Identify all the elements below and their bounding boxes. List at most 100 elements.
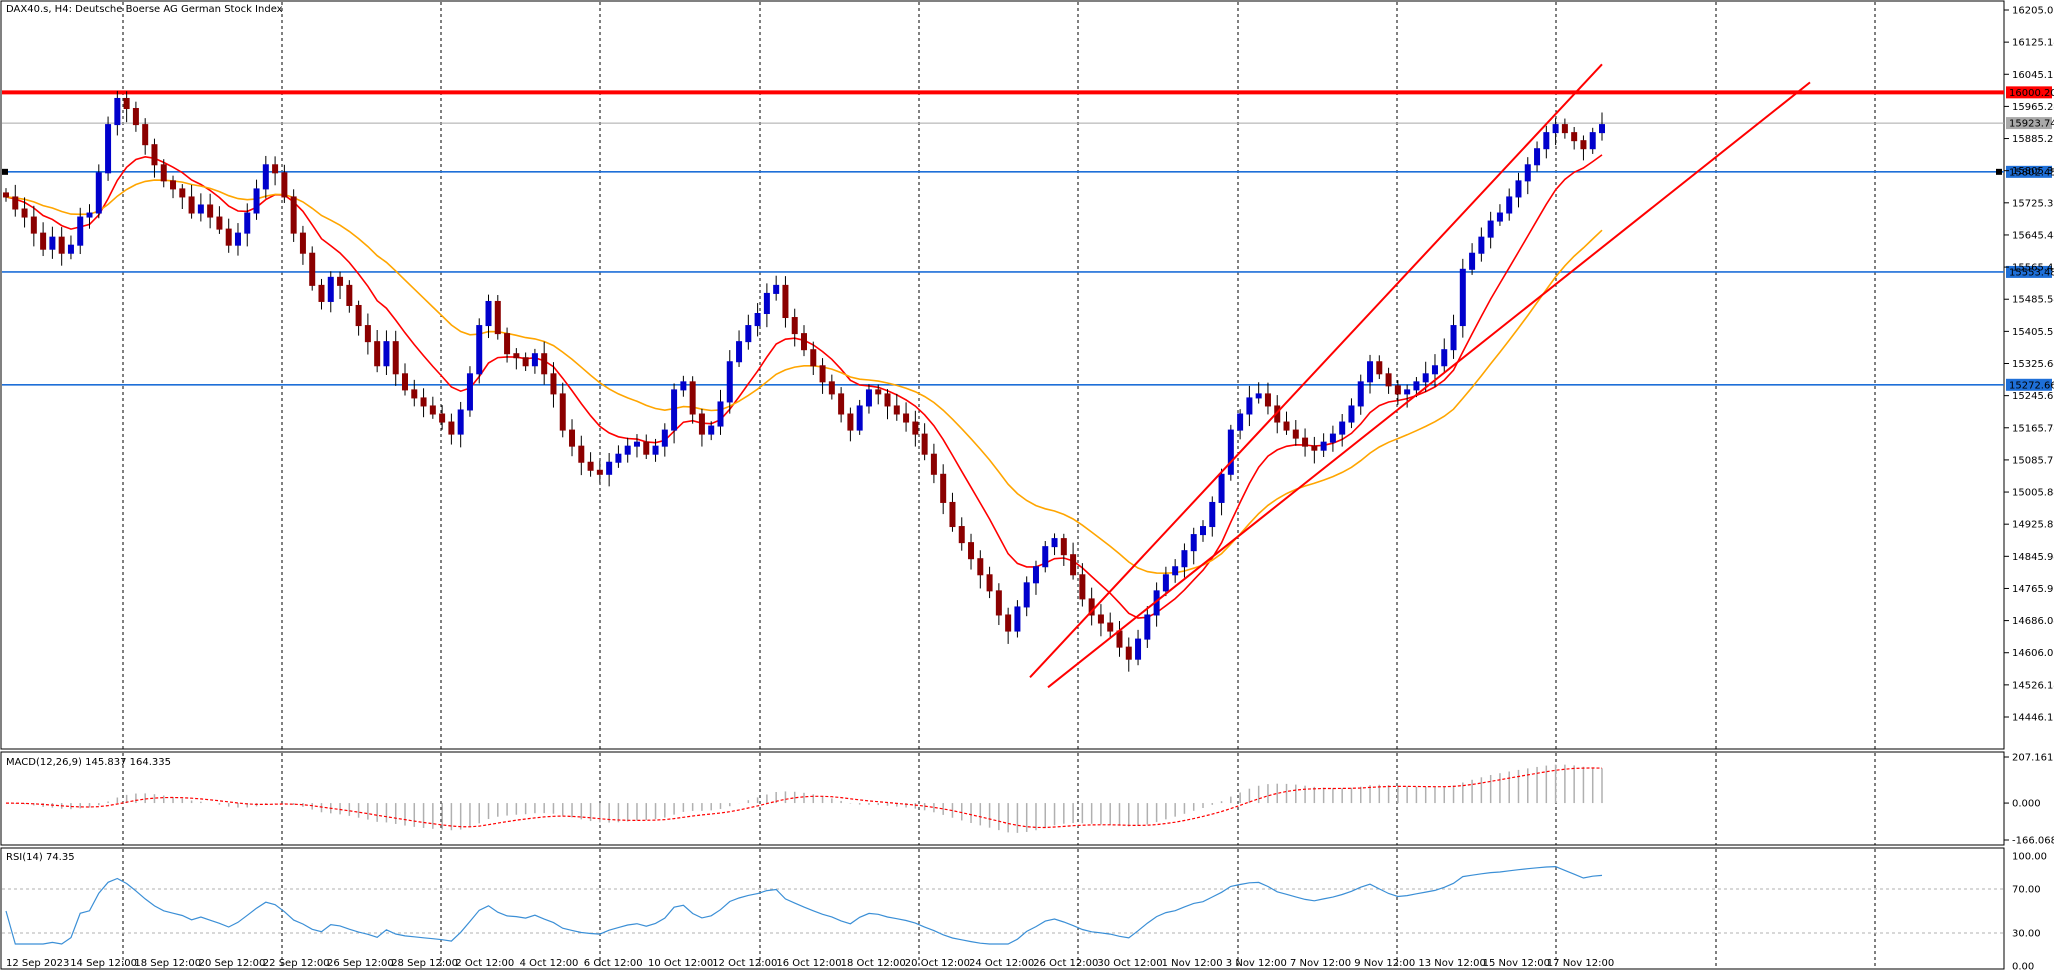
candle[interactable] <box>522 352 529 371</box>
candle[interactable] <box>179 184 186 210</box>
candle[interactable] <box>763 283 770 328</box>
candle[interactable] <box>726 350 733 414</box>
candle[interactable] <box>986 566 993 599</box>
candle[interactable] <box>921 423 928 461</box>
candle[interactable] <box>142 118 149 155</box>
candle[interactable] <box>596 460 603 484</box>
candle[interactable] <box>1135 629 1142 666</box>
candle[interactable] <box>253 179 260 220</box>
candle[interactable] <box>355 300 362 336</box>
candle[interactable] <box>1487 211 1494 249</box>
candle[interactable] <box>995 583 1002 626</box>
candle[interactable] <box>21 197 28 228</box>
candle[interactable] <box>337 271 344 300</box>
candle[interactable] <box>810 341 817 376</box>
candle[interactable] <box>968 533 975 570</box>
candle[interactable] <box>1348 398 1355 429</box>
candle[interactable] <box>49 226 56 259</box>
candle[interactable] <box>661 423 668 457</box>
candle[interactable] <box>1376 355 1383 380</box>
candle[interactable] <box>346 280 353 313</box>
candle[interactable] <box>262 155 269 199</box>
candle[interactable] <box>105 116 112 181</box>
candle[interactable] <box>708 421 715 441</box>
candle[interactable] <box>1311 436 1318 464</box>
candles[interactable] <box>3 90 1605 672</box>
candle[interactable] <box>801 325 807 357</box>
candle[interactable] <box>1014 600 1021 638</box>
candle[interactable] <box>411 379 418 407</box>
candle[interactable] <box>513 348 520 370</box>
candle[interactable] <box>1441 338 1448 373</box>
candle[interactable] <box>930 443 937 484</box>
candle[interactable] <box>1580 135 1587 161</box>
candle[interactable] <box>1552 118 1559 146</box>
candle[interactable] <box>1459 258 1466 338</box>
candle[interactable] <box>1320 433 1327 458</box>
candle[interactable] <box>12 184 19 217</box>
candle[interactable] <box>40 222 47 257</box>
candle[interactable] <box>1246 385 1253 427</box>
candle[interactable] <box>865 384 872 414</box>
candle[interactable] <box>1469 243 1476 275</box>
candle[interactable] <box>754 303 761 337</box>
candle[interactable] <box>1404 384 1411 408</box>
candle[interactable] <box>439 405 446 430</box>
candle[interactable] <box>1506 188 1513 221</box>
candle[interactable] <box>1218 468 1225 516</box>
candle[interactable] <box>633 434 640 458</box>
candle[interactable] <box>485 294 492 339</box>
candle[interactable] <box>643 434 650 460</box>
candle[interactable] <box>940 464 947 515</box>
candle[interactable] <box>977 550 984 589</box>
candle[interactable] <box>290 189 297 242</box>
candle[interactable] <box>569 419 576 457</box>
candle[interactable] <box>782 276 789 328</box>
candle[interactable] <box>1088 587 1095 626</box>
candle[interactable] <box>309 246 316 291</box>
candle[interactable] <box>1005 607 1012 644</box>
candle[interactable] <box>170 175 177 199</box>
candle[interactable] <box>225 218 232 253</box>
candle[interactable] <box>1561 118 1568 139</box>
candle[interactable] <box>151 138 158 178</box>
candle[interactable] <box>689 376 696 424</box>
candle[interactable] <box>606 452 613 487</box>
candle[interactable] <box>234 223 241 256</box>
candle[interactable] <box>1283 411 1290 435</box>
candle[interactable] <box>1172 559 1179 583</box>
candle[interactable] <box>1302 428 1309 457</box>
candle[interactable] <box>680 375 687 397</box>
candle[interactable] <box>1515 172 1522 208</box>
candle[interactable] <box>1227 424 1234 481</box>
candle[interactable] <box>374 329 381 373</box>
candle[interactable] <box>1200 520 1206 542</box>
candle[interactable] <box>1032 560 1039 595</box>
candle[interactable] <box>3 188 9 202</box>
candle[interactable] <box>95 164 102 219</box>
candle[interactable] <box>504 327 511 363</box>
candle[interactable] <box>1367 354 1374 394</box>
candle[interactable] <box>828 374 835 400</box>
candle[interactable] <box>1478 227 1485 262</box>
candle[interactable] <box>1571 127 1578 150</box>
candle[interactable] <box>281 164 288 203</box>
candle[interactable] <box>58 227 65 266</box>
trendlines[interactable] <box>1029 63 1811 689</box>
candle[interactable] <box>671 383 678 444</box>
candle[interactable] <box>1264 382 1271 415</box>
candle[interactable] <box>1237 409 1244 440</box>
candle[interactable] <box>1394 380 1401 405</box>
candle[interactable] <box>188 184 195 219</box>
candle[interactable] <box>893 393 900 421</box>
candle[interactable] <box>67 235 74 260</box>
candle[interactable] <box>1190 527 1197 565</box>
candle[interactable] <box>1589 127 1596 154</box>
candle[interactable] <box>86 204 93 229</box>
candle[interactable] <box>272 156 279 186</box>
candle[interactable] <box>578 435 585 476</box>
candle[interactable] <box>30 205 37 247</box>
candle[interactable] <box>1051 533 1058 556</box>
